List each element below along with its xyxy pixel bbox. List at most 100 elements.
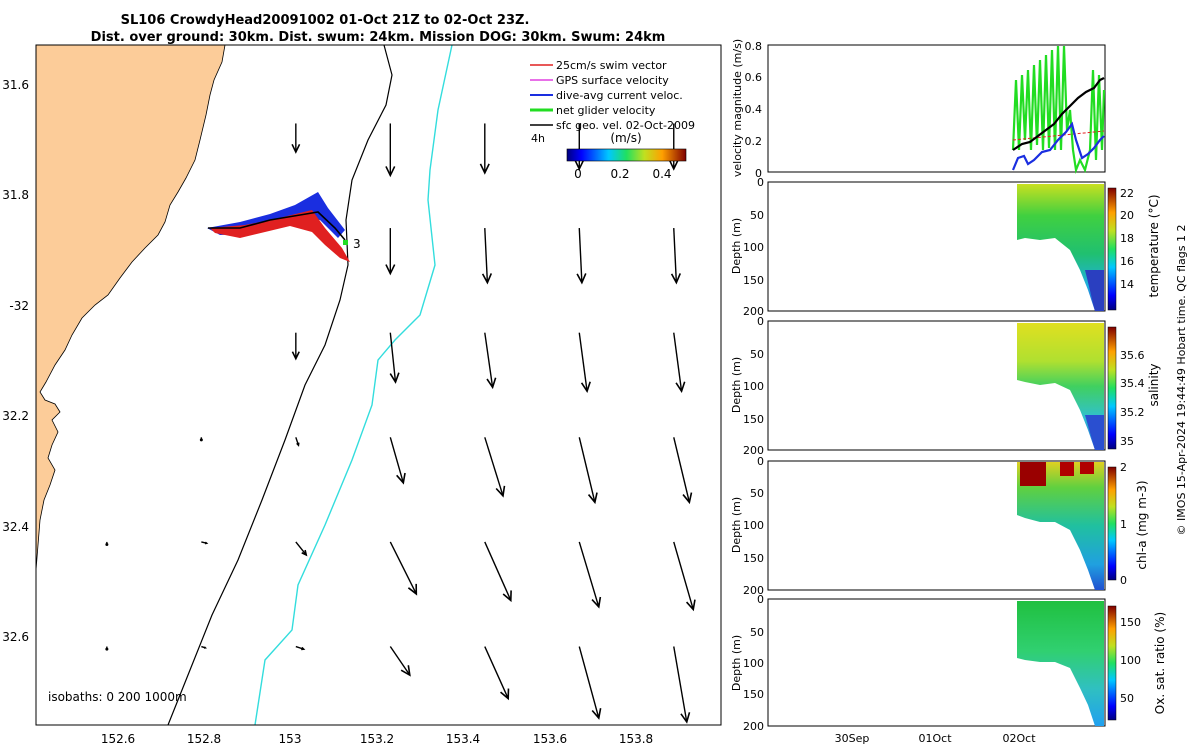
map-x-tick: 152.8 [187, 732, 221, 746]
velocity-y-label: velocity magnitude (m/s) [731, 39, 744, 177]
velocity-y-tick: 0 [755, 167, 762, 180]
legend-label: dive-avg current veloc. [556, 89, 683, 102]
geostrophic-vector [578, 332, 591, 394]
map-panel: 3 152.6 152.8 153 153.2 153.4 153.6 153.… [2, 44, 722, 746]
time-tick: 01Oct [918, 732, 952, 745]
temperature-y-tick: 200 [743, 305, 764, 318]
oxygen-y-tick: 150 [743, 688, 764, 701]
salinity-y-tick: 0 [757, 315, 764, 328]
geostrophic-vector [385, 228, 396, 276]
map-x-tick: 152.6 [101, 732, 135, 746]
geostrophic-vector [484, 437, 506, 498]
geostrophic-vector [389, 437, 406, 485]
chla-y-label: Depth (m) [730, 497, 743, 553]
vector-head [486, 377, 497, 390]
chla-high-patch [1020, 462, 1046, 486]
imos-credit: © IMOS 15-Apr-2024 19:44:49 Hobart time.… [1175, 225, 1188, 536]
chla-high-patch [1060, 462, 1074, 476]
temperature-y-tick: 100 [743, 241, 764, 254]
map-x-tick: 153.6 [533, 732, 567, 746]
temperature-y-tick: 0 [757, 176, 764, 189]
time-tick: 02Oct [1002, 732, 1036, 745]
chla-colorbar [1107, 466, 1117, 581]
vector-shaft [389, 646, 411, 676]
map-y-tick: 31.8 [2, 188, 29, 202]
legend-label: 25cm/s swim vector [556, 59, 667, 72]
temperature-cb-tick: 14 [1120, 278, 1134, 291]
colorbar-tick: 0.4 [652, 167, 671, 181]
velocity-series-dive-avg [1011, 121, 1105, 171]
vector-head [389, 372, 400, 384]
velocity-panel: 0 0.2 0.4 0.6 0.8 velocity magnitude (m/… [731, 39, 1106, 180]
vector-head [204, 541, 209, 545]
salinity-cb-tick: 35.4 [1120, 377, 1145, 390]
vector-head [203, 646, 207, 649]
salinity-y-tick: 50 [750, 348, 764, 361]
geostrophic-vector [673, 437, 693, 505]
temperature-y-label: Depth (m) [730, 218, 743, 274]
vector-shaft [484, 332, 494, 388]
vector-head [591, 708, 602, 720]
vector-dot [105, 647, 109, 651]
legend-label: sfc geo. vel. 02-Oct-2009 [556, 119, 695, 132]
vector-shaft [578, 541, 600, 608]
vector-shaft [578, 332, 588, 392]
geostrophic-vector [484, 541, 512, 603]
geostrophic-vector [673, 541, 696, 612]
temperature-panel: 0 50 100 150 200 Depth (m) 22 20 18 16 1… [730, 176, 1161, 318]
velocity-y-tick: 0.2 [745, 135, 763, 148]
temperature-colorbar [1107, 187, 1117, 311]
map-y-tick: 32.4 [2, 520, 29, 534]
time-tick: 30Sep [835, 732, 870, 745]
geostrophic-vector [670, 228, 682, 285]
geostrophic-vector [385, 123, 396, 178]
velocity-series-swim [1012, 130, 1105, 141]
geostrophic-vector [201, 541, 209, 545]
geostrophic-vector [484, 646, 510, 701]
vector-head [591, 596, 602, 609]
oxygen-cb-tick: 50 [1120, 692, 1134, 705]
chla-y-tick: 0 [757, 455, 764, 468]
geostrophic-vector [578, 437, 598, 505]
vector-shaft [389, 541, 417, 595]
colorbar-tick: 0 [574, 167, 582, 181]
vector-head [680, 712, 691, 724]
temperature-cb-tick: 20 [1120, 209, 1134, 222]
map-x-axis: 152.6 152.8 153 153.2 153.4 153.6 153.8 [101, 732, 653, 746]
vector-shaft [295, 541, 307, 556]
chla-panel: 0 50 100 150 200 Depth (m) 2 1 0 chl-a (… [730, 455, 1149, 597]
geostrophic-vector [673, 646, 691, 724]
chla-y-tick: 150 [743, 552, 764, 565]
time-axis: 30Sep 01Oct 02Oct [835, 732, 1037, 745]
oxygen-y-tick: 50 [750, 626, 764, 639]
vector-head [479, 163, 490, 175]
temperature-cb-tick: 16 [1120, 255, 1134, 268]
vector-head [576, 273, 587, 285]
chla-cb-tick: 2 [1120, 461, 1127, 474]
map-y-tick: 31.6 [2, 78, 29, 92]
vector-head [296, 442, 300, 447]
vector-head [385, 264, 396, 276]
vector-shaft [578, 437, 596, 503]
temperature-section [1017, 184, 1104, 311]
vector-dot [199, 438, 203, 442]
vector-shaft [673, 437, 691, 503]
salinity-colorbar [1107, 326, 1117, 450]
temperature-cb-label: temperature (°C) [1147, 195, 1161, 298]
map-y-axis: 31.6 31.8 -32 32.2 32.4 32.6 [2, 78, 29, 644]
vector-head [685, 599, 696, 612]
map-y-tick: 32.6 [2, 630, 29, 644]
geostrophic-vector [295, 541, 308, 557]
geostrophic-vector [389, 541, 418, 596]
geostrophic-vector [291, 332, 300, 361]
vector-shaft [578, 646, 600, 719]
legend-label: net glider velocity [556, 104, 656, 117]
vector-head [682, 492, 693, 505]
vector-shaft [484, 228, 489, 283]
map-x-tick: 153.8 [619, 732, 653, 746]
velocity-series-net-glider [1011, 45, 1106, 175]
isobath-200m [167, 45, 393, 725]
geostrophic-vectors [105, 123, 696, 724]
glider-net-path [208, 211, 346, 241]
salinity-y-tick: 150 [743, 413, 764, 426]
